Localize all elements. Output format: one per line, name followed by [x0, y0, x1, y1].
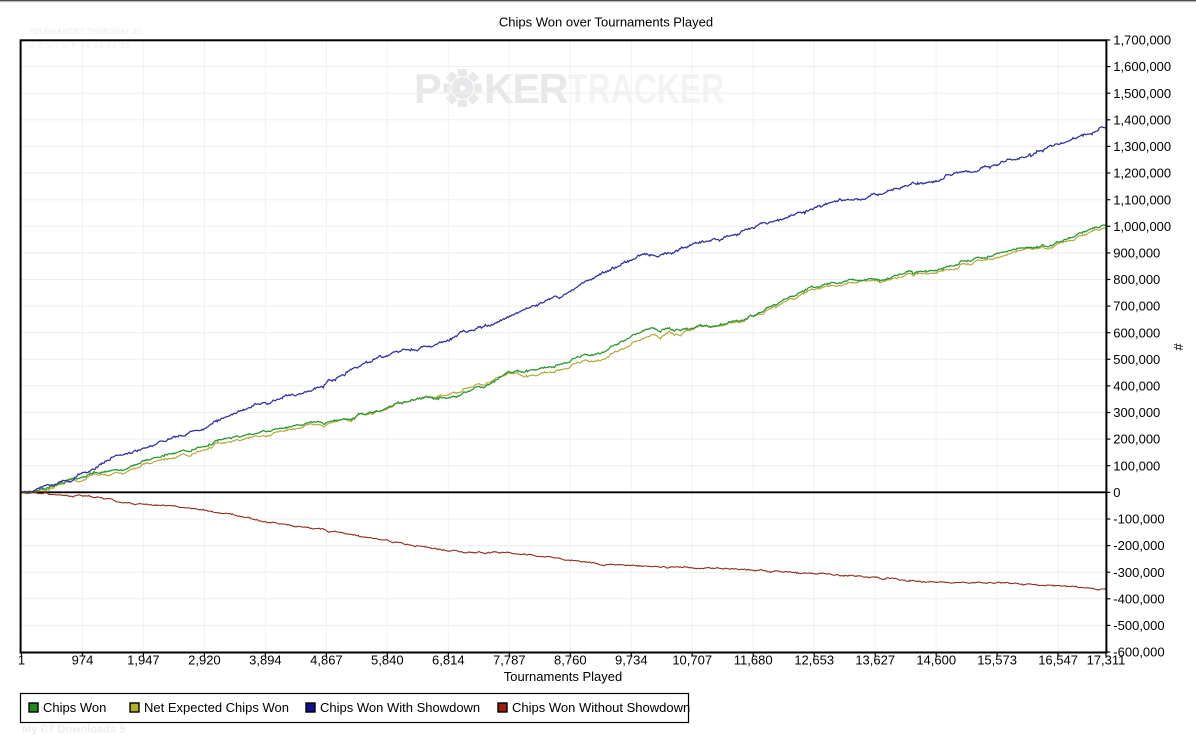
svg-text:1: 1	[18, 653, 25, 668]
svg-text:1,500,000: 1,500,000	[1113, 86, 1171, 101]
svg-text:800,000: 800,000	[1113, 272, 1160, 287]
svg-text:100,000: 100,000	[1113, 458, 1160, 473]
svg-text:300,000: 300,000	[1113, 405, 1160, 420]
svg-text:P: P	[414, 65, 442, 112]
svg-text:1,700,000: 1,700,000	[1113, 33, 1171, 48]
svg-text:-600,000: -600,000	[1113, 645, 1164, 660]
svg-text:Net Expected Chips Won: Net Expected Chips Won	[144, 700, 289, 715]
svg-text:700,000: 700,000	[1113, 299, 1160, 314]
svg-text:600,000: 600,000	[1113, 325, 1160, 340]
svg-text:Chips Won With Showdown: Chips Won With Showdown	[320, 700, 480, 715]
svg-text:KER: KER	[484, 65, 569, 112]
svg-text:1,600,000: 1,600,000	[1113, 59, 1171, 74]
svg-text:7,787: 7,787	[493, 653, 526, 668]
svg-text:1,400,000: 1,400,000	[1113, 112, 1171, 127]
svg-text:16,547: 16,547	[1038, 653, 1078, 668]
svg-text:3,894: 3,894	[249, 653, 282, 668]
svg-text:17,311: 17,311	[1087, 653, 1126, 668]
svg-text:0: 0	[1113, 485, 1120, 500]
svg-text:1,300,000: 1,300,000	[1113, 139, 1171, 154]
svg-text:TOURNAMENT THURSDAY 30: TOURNAMENT THURSDAY 30	[29, 27, 141, 36]
svg-text:9,734: 9,734	[615, 653, 648, 668]
svg-text:5,840: 5,840	[371, 653, 404, 668]
svg-text:974: 974	[72, 653, 94, 668]
svg-text:1,000,000: 1,000,000	[1113, 219, 1171, 234]
svg-text:1,100,000: 1,100,000	[1113, 192, 1171, 207]
svg-text:M C A I N P 04 00 21 00: M C A I N P 04 00 21 00	[28, 43, 131, 50]
svg-text:-500,000: -500,000	[1113, 618, 1164, 633]
svg-text:-100,000: -100,000	[1113, 512, 1164, 527]
svg-text:Chips Won over Tournaments Pla: Chips Won over Tournaments Played	[499, 15, 713, 30]
svg-text:13,627: 13,627	[855, 653, 895, 668]
svg-text:900,000: 900,000	[1113, 246, 1160, 261]
svg-text:2,920: 2,920	[188, 653, 221, 668]
svg-text:#: #	[1171, 343, 1186, 351]
svg-text:-400,000: -400,000	[1113, 591, 1164, 606]
svg-text:14,600: 14,600	[916, 653, 956, 668]
svg-text:1,200,000: 1,200,000	[1113, 166, 1171, 181]
svg-text:Chips Won Without Showdown: Chips Won Without Showdown	[512, 700, 690, 715]
svg-text:400,000: 400,000	[1113, 379, 1160, 394]
svg-text:8,760: 8,760	[554, 653, 587, 668]
svg-text:My C7 Downloads 9: My C7 Downloads 9	[22, 724, 125, 735]
svg-text:6,814: 6,814	[432, 653, 465, 668]
svg-text:11,680: 11,680	[734, 653, 773, 668]
svg-text:TRACKER: TRACKER	[568, 65, 724, 112]
svg-text:Chips Won: Chips Won	[43, 700, 106, 715]
svg-text:-200,000: -200,000	[1113, 538, 1164, 553]
svg-text:4,867: 4,867	[310, 653, 343, 668]
svg-text:10,707: 10,707	[672, 653, 712, 668]
svg-text:1,947: 1,947	[127, 653, 160, 668]
svg-text:Tournaments Played: Tournaments Played	[504, 669, 623, 684]
svg-text:-300,000: -300,000	[1113, 565, 1164, 580]
svg-text:12,653: 12,653	[794, 653, 834, 668]
svg-text:200,000: 200,000	[1113, 432, 1160, 447]
svg-text:500,000: 500,000	[1113, 352, 1160, 367]
svg-text:15,573: 15,573	[977, 653, 1017, 668]
